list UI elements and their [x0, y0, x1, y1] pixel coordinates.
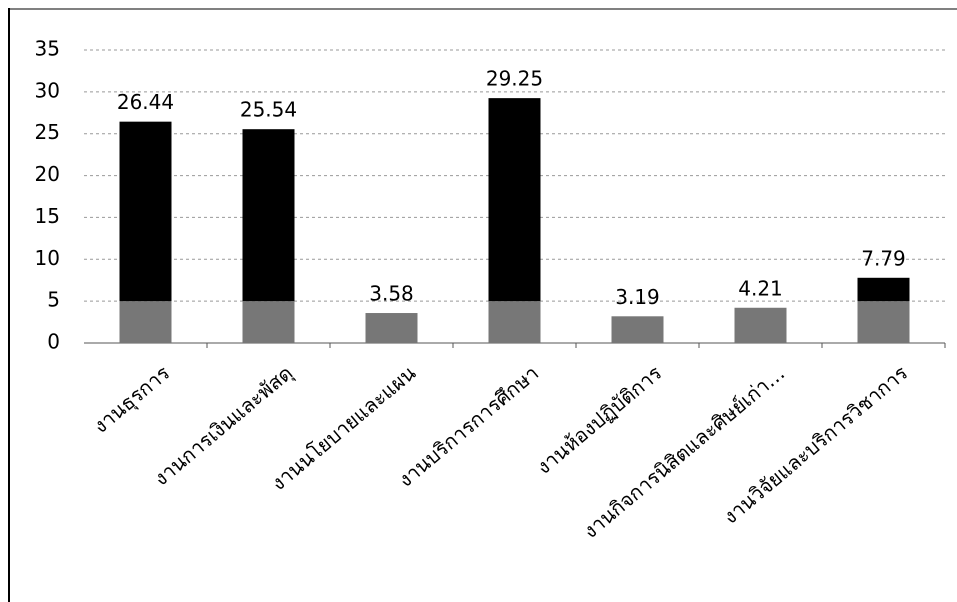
value-label: 3.19	[615, 285, 660, 309]
bar-upper	[242, 129, 295, 302]
value-label: 26.44	[117, 90, 174, 114]
bar-lower	[119, 301, 172, 343]
value-label: 25.54	[240, 98, 297, 122]
x-tick-label: งานธุรการ	[89, 360, 176, 438]
bar-lower	[734, 307, 787, 343]
y-tick-label: 25	[35, 120, 60, 144]
value-label: 7.79	[861, 246, 906, 270]
bar-lower	[242, 301, 295, 343]
bar-upper	[119, 121, 172, 302]
y-tick-label: 30	[35, 78, 60, 102]
bar-lower	[365, 313, 418, 343]
bar-lower	[857, 301, 910, 343]
y-tick-label: 20	[35, 162, 60, 186]
bar-upper	[857, 277, 910, 302]
value-label: 4.21	[738, 276, 783, 300]
y-tick-label: 0	[47, 330, 60, 354]
bar-upper	[488, 98, 541, 302]
value-label: 3.58	[369, 282, 414, 306]
x-tick-label: งานห้องปฏิบัติการ	[532, 361, 667, 480]
value-label: 29.25	[486, 67, 543, 91]
bar-lower	[611, 316, 664, 343]
y-tick-label: 35	[35, 37, 60, 61]
x-tick-label: งานกิจการนิสิตและศิษย์เก่า…	[578, 361, 789, 543]
y-tick-label: 15	[35, 204, 60, 228]
y-tick-label: 10	[35, 246, 60, 270]
y-tick-label: 5	[47, 288, 60, 312]
bar-lower	[488, 301, 541, 343]
